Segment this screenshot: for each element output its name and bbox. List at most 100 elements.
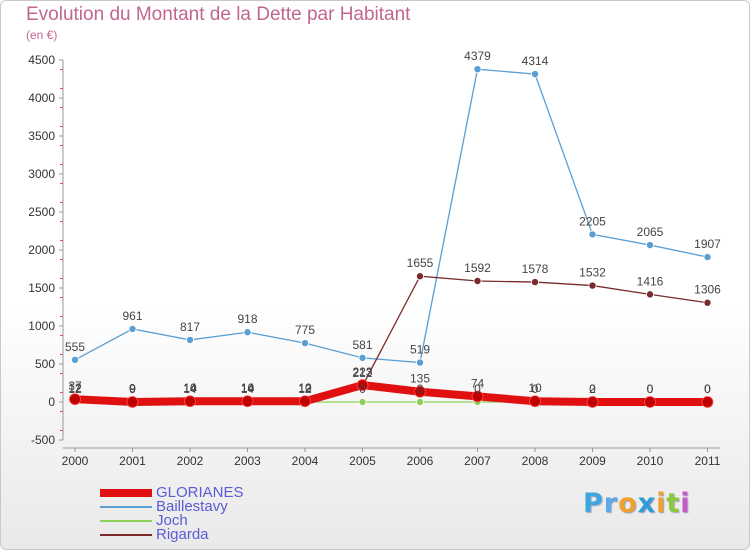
data-point	[531, 70, 540, 79]
x-tick-label: 2003	[234, 454, 261, 468]
y-tick-label: 1500	[28, 281, 55, 295]
legend-label: Rigarda	[156, 526, 209, 543]
series-line	[71, 381, 712, 406]
data-point	[356, 379, 369, 391]
series-line	[74, 68, 708, 364]
data-label: 14	[183, 382, 197, 396]
data-label: 2065	[637, 225, 664, 239]
data-point	[646, 241, 655, 250]
data-label: 12	[298, 381, 312, 395]
data-label: 1655	[407, 256, 434, 270]
data-label: 0	[474, 382, 481, 396]
data-point	[243, 328, 252, 337]
legend-label: Baillestavy	[156, 498, 228, 515]
chart-axes: -500050010001500200025003000350040004500…	[28, 53, 720, 468]
legend-item: Baillestavy	[100, 498, 244, 515]
data-point	[531, 278, 540, 287]
x-tick-label: 2004	[292, 454, 319, 468]
data-point	[703, 298, 712, 307]
x-tick-label: 2005	[349, 454, 376, 468]
data-point	[588, 230, 597, 239]
data-label: 212	[352, 366, 372, 380]
data-label: 519	[410, 343, 430, 357]
y-tick-label: 3000	[28, 167, 55, 181]
data-point	[241, 395, 254, 408]
data-point	[299, 395, 311, 408]
x-tick-label: 2008	[522, 454, 549, 468]
legend-item: Joch	[100, 512, 244, 529]
data-label: 0	[647, 382, 654, 396]
data-point	[128, 324, 137, 333]
data-label: 223	[352, 365, 372, 379]
data-label: 9	[129, 381, 136, 395]
data-point	[415, 358, 424, 367]
data-point	[300, 339, 309, 348]
legend-swatch	[100, 520, 152, 522]
data-label: 817	[180, 320, 200, 334]
data-label: 10	[241, 381, 255, 395]
data-label: 12	[68, 382, 82, 396]
line-chart: -500050010001500200025003000350040004500…	[28, 49, 721, 468]
series-baillestavy	[71, 65, 712, 367]
legend-swatch	[100, 506, 152, 508]
legend-swatch	[100, 489, 152, 497]
data-label: 775	[295, 323, 315, 337]
x-tick-label: 2006	[407, 454, 434, 468]
series-glorianes	[69, 379, 714, 408]
data-point	[529, 395, 541, 408]
data-label: 0	[704, 382, 711, 396]
data-label: 1306	[694, 283, 721, 297]
data-point	[471, 390, 484, 403]
legend-label: Joch	[156, 512, 188, 529]
x-tick-label: 2000	[62, 454, 89, 468]
legend-label: GLORIANES	[156, 484, 244, 501]
proxiti-logo: Proxiti	[583, 488, 691, 519]
x-tick-label: 2007	[464, 454, 491, 468]
data-label: 0	[129, 382, 136, 396]
data-label: 2	[589, 382, 596, 396]
data-label: 961	[122, 309, 142, 323]
data-label: 0	[532, 382, 539, 396]
legend: GLORIANES Baillestavy Joch Rigarda	[100, 484, 244, 543]
data-point	[473, 277, 482, 286]
data-point	[185, 335, 194, 344]
chart-title: Evolution du Montant de la Dette par Hab…	[26, 4, 411, 25]
data-label: 555	[65, 340, 85, 354]
data-label: 1592	[464, 261, 491, 275]
series-line	[74, 275, 708, 402]
data-label: 135	[410, 372, 430, 386]
data-point	[701, 396, 714, 408]
y-tick-label: 3500	[28, 129, 55, 143]
data-label: 0	[704, 382, 711, 396]
y-tick-label: 500	[35, 357, 55, 371]
y-tick-label: -500	[31, 433, 55, 447]
data-label: 1907	[694, 237, 721, 251]
y-tick-label: 1000	[28, 319, 55, 333]
data-point	[358, 353, 367, 362]
x-tick-label: 2002	[177, 454, 204, 468]
data-point	[69, 393, 81, 406]
data-point	[415, 272, 424, 281]
data-label: 9	[129, 382, 136, 396]
data-point	[586, 396, 599, 408]
data-label: 0	[417, 382, 424, 396]
y-tick-label: 4500	[28, 53, 55, 67]
chart-subtitle: (en €)	[26, 28, 58, 42]
data-point	[703, 253, 712, 262]
x-tick-label: 2010	[637, 454, 664, 468]
data-point	[588, 281, 597, 290]
data-label: 4379	[464, 49, 491, 63]
chart-series	[69, 65, 714, 408]
legend-item: GLORIANES	[100, 484, 244, 501]
data-label: 1532	[579, 266, 606, 280]
data-label: 37	[68, 379, 82, 393]
data-label: 0	[589, 382, 596, 396]
data-point	[71, 355, 80, 364]
x-tick-label: 2001	[119, 454, 146, 468]
data-label: 918	[237, 312, 257, 326]
data-label: 4314	[522, 54, 549, 68]
data-label: 14	[183, 381, 197, 395]
data-point	[415, 397, 424, 406]
data-label: 2205	[579, 214, 606, 228]
